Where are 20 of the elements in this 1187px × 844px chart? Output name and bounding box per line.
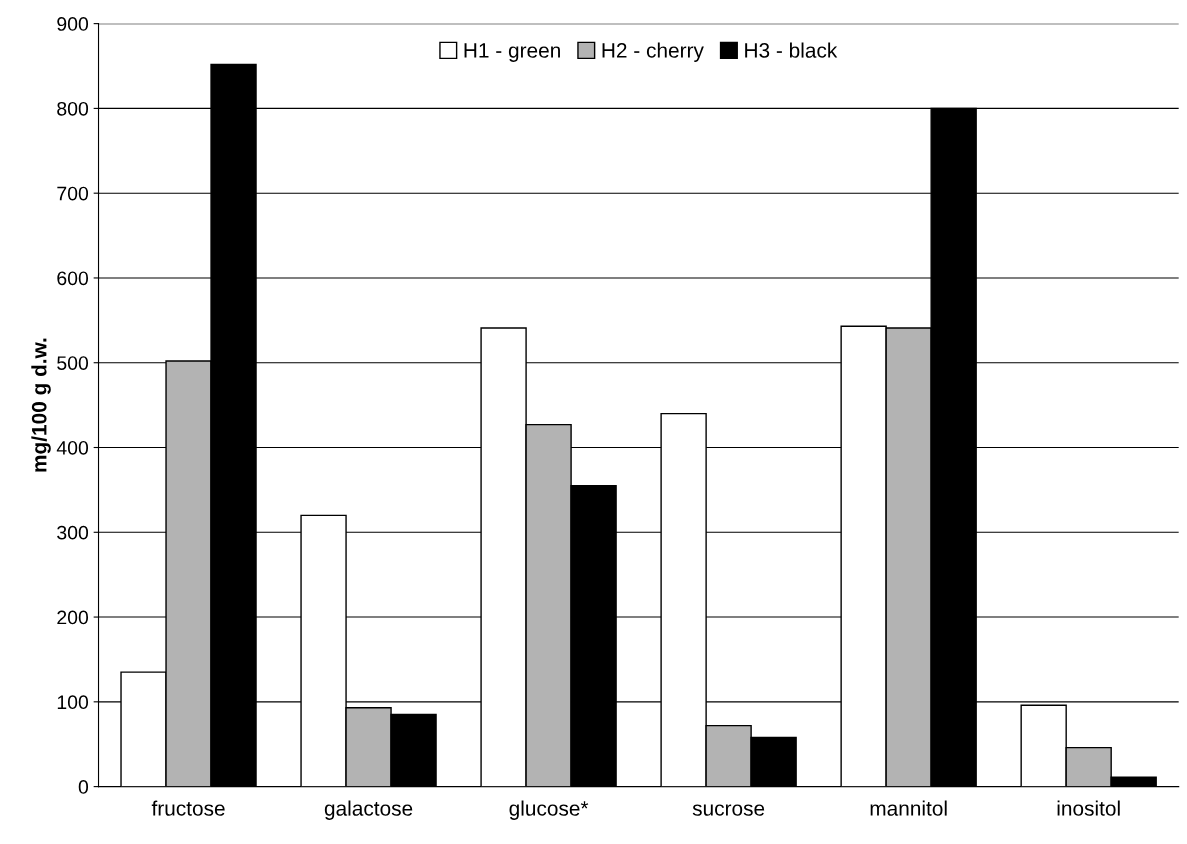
x-tick-label: inositol bbox=[1057, 800, 1120, 816]
y-tick-label: 900 bbox=[57, 17, 89, 31]
y-tick-label: 200 bbox=[57, 610, 89, 625]
y-tick-label: 300 bbox=[57, 525, 89, 540]
legend-label: H2 - cherry bbox=[602, 42, 704, 62]
y-tick-label: 0 bbox=[78, 780, 89, 794]
x-tick-label: mannitol bbox=[870, 800, 947, 816]
y-axis-title: mg/100 g d.w. bbox=[31, 338, 51, 472]
y-tick-label: 600 bbox=[57, 271, 89, 286]
legend-label: H1 - green bbox=[464, 43, 560, 62]
y-tick-label: 400 bbox=[56, 440, 89, 455]
x-tick-label: fructose bbox=[151, 800, 225, 816]
y-tick-label: 700 bbox=[57, 186, 89, 201]
y-tick-label: 800 bbox=[57, 101, 89, 116]
y-tick-label: 500 bbox=[57, 356, 89, 370]
x-tick-label: glucose* bbox=[509, 800, 589, 820]
y-tick-label: 100 bbox=[57, 695, 89, 710]
legend-label: H3 - black bbox=[745, 42, 838, 58]
x-tick-label: sucrose bbox=[692, 804, 765, 816]
x-tick-label: galactose bbox=[324, 800, 413, 820]
